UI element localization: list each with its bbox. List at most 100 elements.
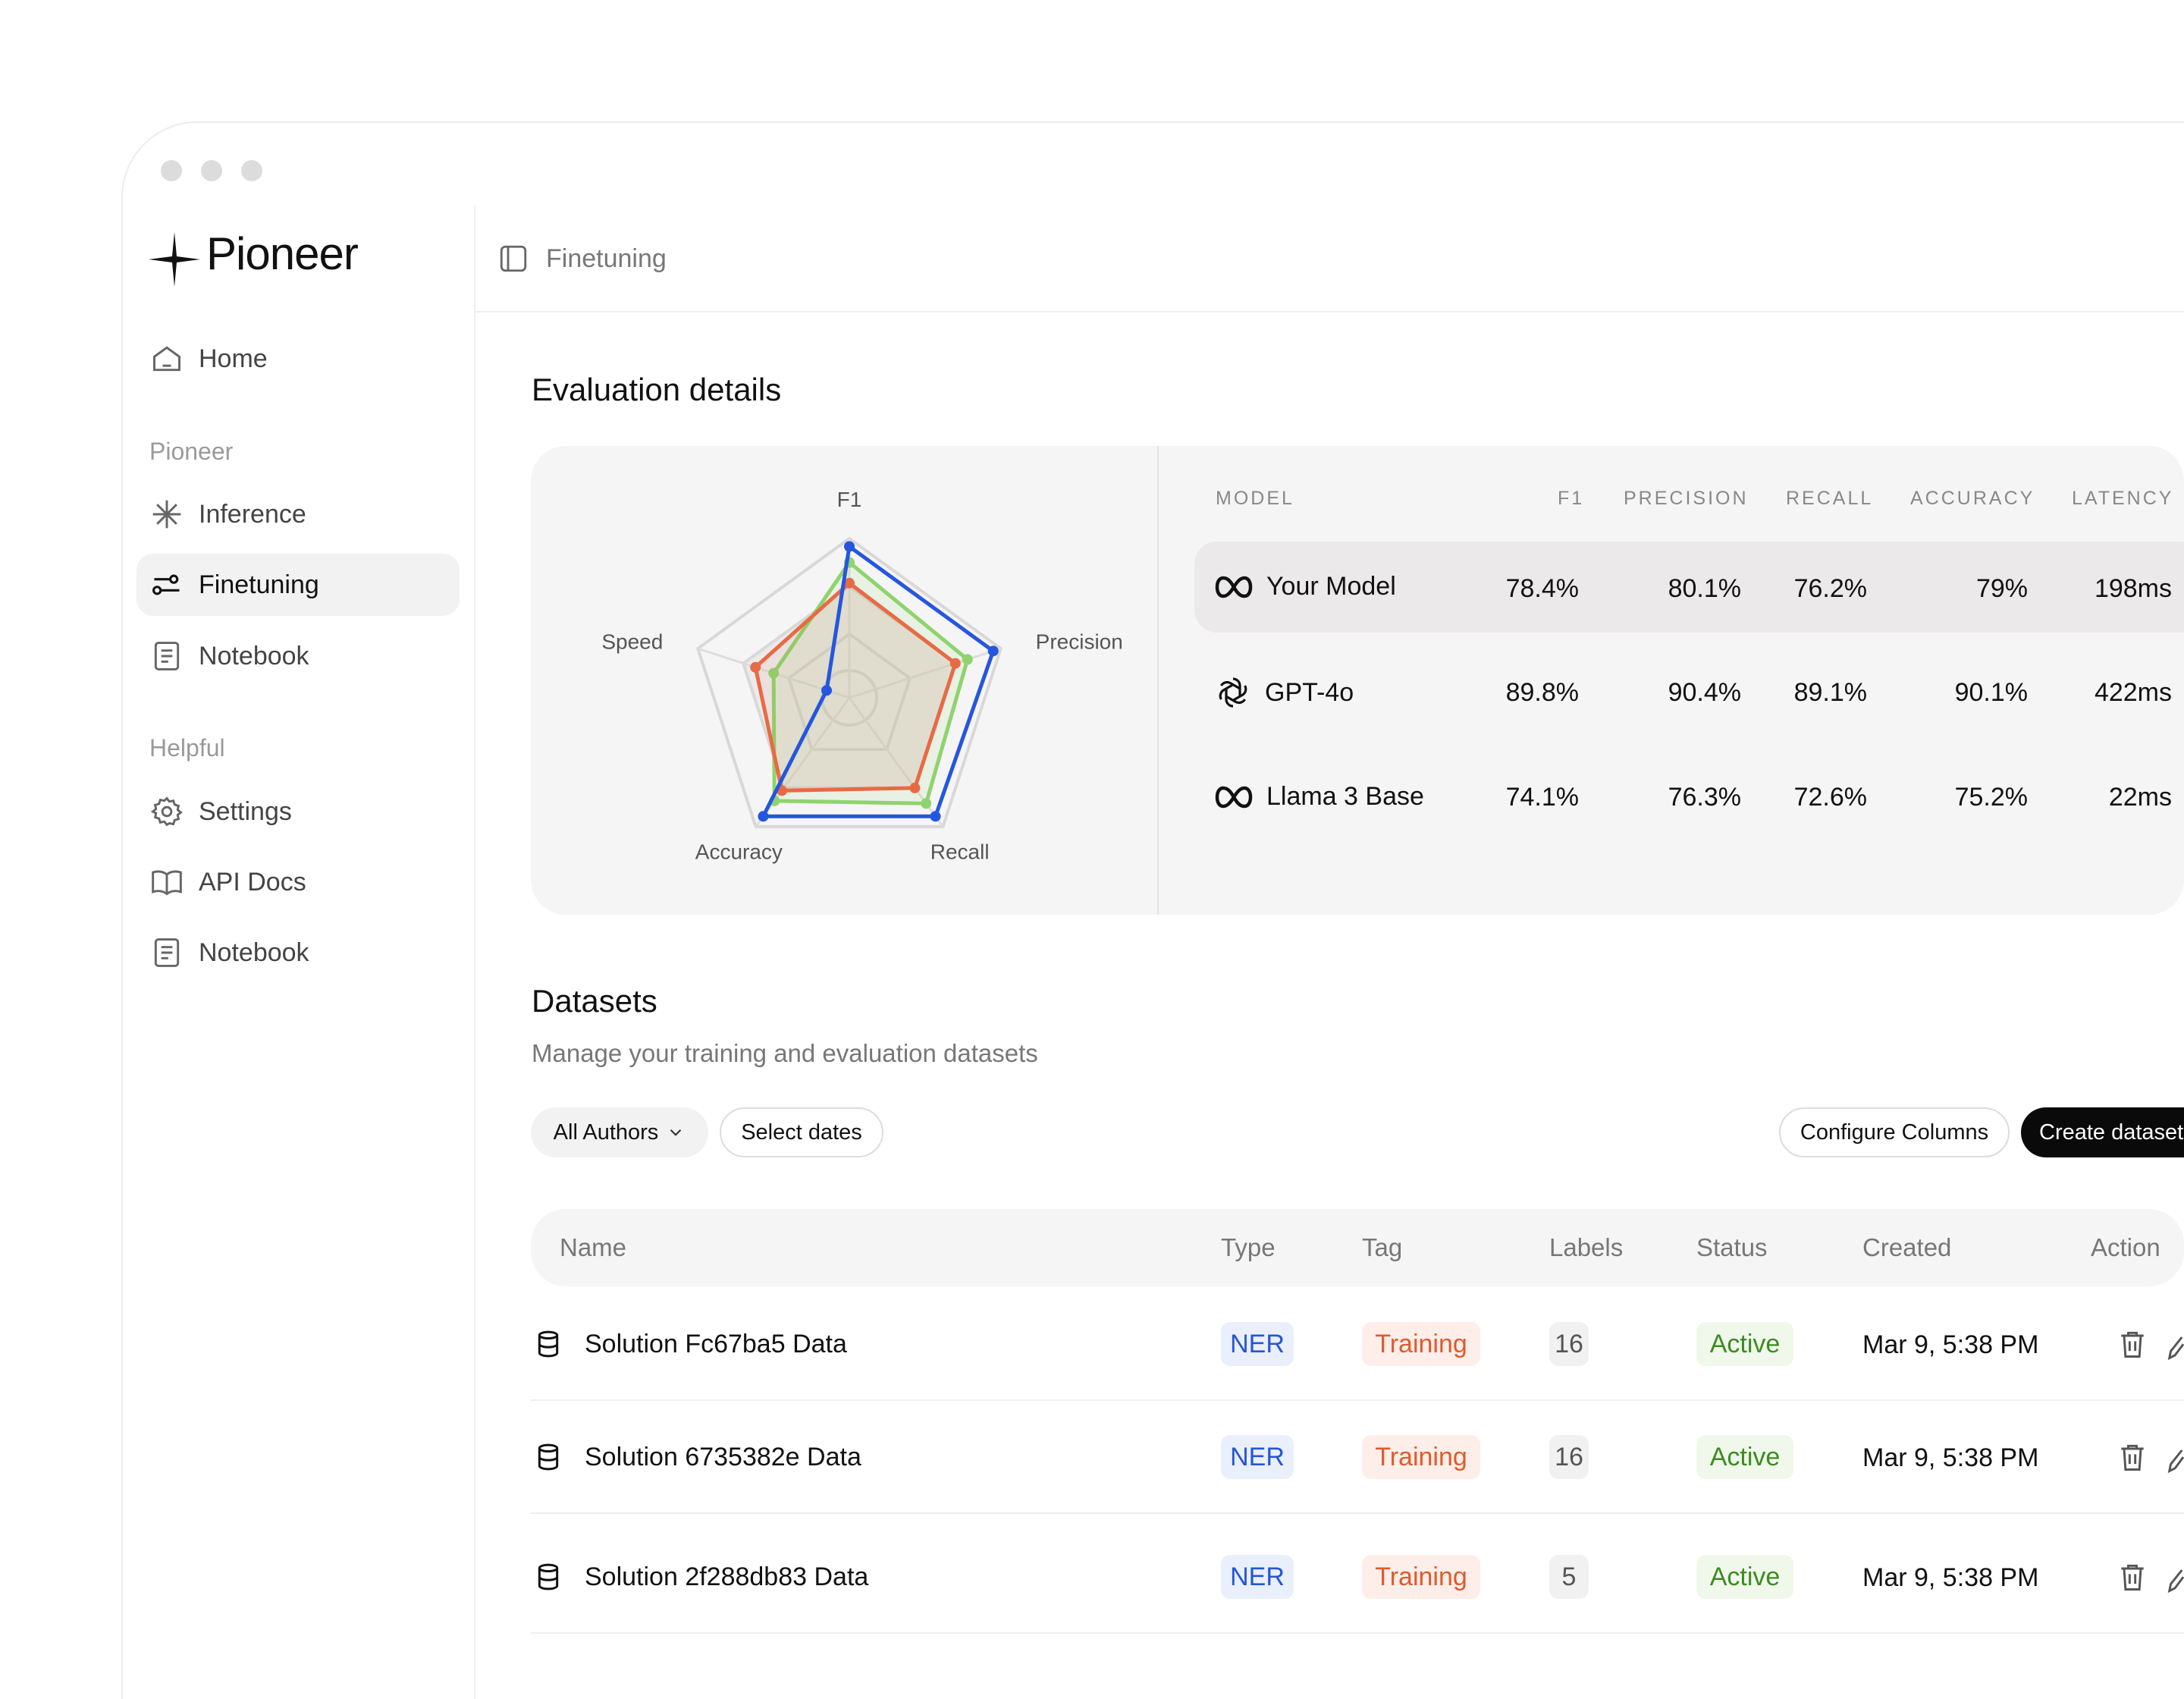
- radar-point-llama: [962, 654, 973, 665]
- radar-point-your_model: [758, 811, 769, 822]
- th-status[interactable]: Status: [1696, 1233, 1768, 1261]
- model-row-llama-3-base[interactable]: Llama 3 Base: [1215, 782, 1424, 812]
- radar-spoke: [849, 647, 1002, 699]
- datasets-table-header: [531, 1209, 2184, 1286]
- sidebar-item-label: Inference: [199, 499, 306, 529]
- row-divider: [531, 1632, 2184, 1634]
- authors-filter[interactable]: All Authors: [531, 1107, 708, 1157]
- pioneer-logo-icon: [149, 232, 200, 290]
- radar-point-llama: [768, 667, 780, 679]
- trash-icon[interactable]: [2116, 1440, 2149, 1474]
- radar-chart: F1 Precision Recall Accuracy Speed: [601, 488, 1123, 863]
- evaluation-title: Evaluation details: [532, 372, 782, 407]
- brand-name: Pioneer: [206, 228, 359, 279]
- database-icon: [538, 1563, 559, 1591]
- labels-count: 16: [1549, 1322, 1589, 1366]
- sidebar-item-notebook-2[interactable]: Notebook: [136, 922, 460, 984]
- col-f1: F1: [1558, 488, 1585, 509]
- tag-badge: Training: [1362, 1555, 1480, 1599]
- radar-ring: [787, 633, 912, 751]
- col-precision: PRECISION: [1624, 488, 1749, 509]
- col-accuracy: ACCURACY: [1910, 488, 2035, 509]
- sidebar-item-label: Notebook: [199, 641, 309, 670]
- sidebar-item-label: Settings: [199, 796, 292, 826]
- breadcrumb-label: Finetuning: [546, 243, 667, 273]
- cell-accuracy: 75.2%: [1954, 783, 2028, 812]
- window-dot-minimize[interactable]: [201, 160, 222, 181]
- radar-point-your_model: [930, 811, 941, 822]
- row-divider: [531, 1512, 2184, 1514]
- type-badge: NER: [1221, 1555, 1294, 1599]
- radar-point-your_model: [987, 645, 999, 657]
- sidebar-section-pioneer: Pioneer: [149, 438, 234, 465]
- th-labels[interactable]: Labels: [1549, 1233, 1624, 1261]
- radar-point-your_model: [844, 541, 855, 552]
- col-model: MODEL: [1216, 488, 1294, 509]
- type-badge: NER: [1221, 1435, 1294, 1479]
- th-type[interactable]: Type: [1221, 1233, 1276, 1261]
- radar-point-gpt4o: [909, 782, 921, 793]
- table-row[interactable]: Solution Fc67ba5 Data: [533, 1329, 847, 1359]
- meta-icon: [1215, 576, 1253, 598]
- cell-latency: 22ms: [2108, 783, 2172, 812]
- cell-accuracy: 90.1%: [1954, 678, 2028, 707]
- cell-f1: 78.4%: [1505, 574, 1579, 603]
- radar-axis-label: Precision: [1036, 630, 1123, 653]
- window-dot-close[interactable]: [161, 160, 182, 181]
- create-dataset-button[interactable]: Create dataset: [2021, 1107, 2184, 1157]
- sidebar-toggle-icon[interactable]: [497, 243, 529, 275]
- sidebar-item-label: Home: [199, 344, 268, 373]
- tag-badge: Training: [1362, 1435, 1480, 1479]
- table-row[interactable]: Solution 6735382e Data: [533, 1442, 861, 1472]
- trash-icon[interactable]: [2116, 1560, 2149, 1594]
- datasets-title: Datasets: [532, 983, 657, 1019]
- radar-axis-label: F1: [837, 488, 862, 511]
- edit-icon[interactable]: [2167, 1329, 2184, 1362]
- table-row[interactable]: Solution 2f288db83 Data: [533, 1562, 868, 1592]
- model-row-gpt-4o[interactable]: GPT-4o: [1215, 674, 1354, 711]
- tag-badge: Training: [1362, 1322, 1480, 1366]
- th-created[interactable]: Created: [1862, 1233, 1952, 1261]
- radar-point-gpt4o: [750, 661, 761, 673]
- col-recall: RECALL: [1786, 488, 1874, 509]
- select-dates-button[interactable]: Select dates: [720, 1107, 883, 1157]
- col-latency: LATENCY: [2072, 488, 2174, 509]
- sidebar-item-settings[interactable]: Settings: [136, 780, 460, 843]
- th-action: Action: [2091, 1233, 2160, 1261]
- sidebar-item-label: API Docs: [199, 867, 306, 897]
- home-icon: [153, 346, 180, 372]
- cell-accuracy: 79%: [1975, 574, 2028, 603]
- cell-latency: 198ms: [2094, 574, 2172, 603]
- radar-point-llama: [921, 798, 932, 809]
- edit-icon[interactable]: [2167, 1442, 2184, 1475]
- book-icon: [152, 870, 182, 896]
- breadcrumb: Finetuning: [497, 243, 667, 275]
- sidebar-item-label: Finetuning: [199, 570, 319, 599]
- model-row-your-model[interactable]: Your Model: [1215, 572, 1396, 601]
- cell-f1: 74.1%: [1505, 783, 1579, 812]
- sliders-icon: [152, 574, 180, 595]
- sidebar-item-notebook[interactable]: Notebook: [136, 625, 460, 687]
- radar-point-gpt4o: [844, 577, 855, 589]
- sidebar-item-finetuning[interactable]: Finetuning: [136, 554, 460, 616]
- notebook-icon: [154, 938, 180, 967]
- sidebar-item-home[interactable]: Home: [136, 328, 460, 390]
- edit-icon[interactable]: [2167, 1562, 2184, 1595]
- sidebar-item-api-docs[interactable]: API Docs: [136, 851, 460, 913]
- notebook-icon: [154, 642, 180, 670]
- sidebar-item-label: Notebook: [199, 937, 309, 967]
- trash-icon[interactable]: [2116, 1327, 2149, 1361]
- evaluation-divider: [1157, 446, 1159, 915]
- model-row-highlight: [1194, 542, 2184, 633]
- database-icon: [538, 1330, 559, 1358]
- sidebar-item-inference[interactable]: Inference: [136, 483, 460, 545]
- header-divider: [475, 311, 2184, 312]
- chevron-down-icon: [670, 1129, 682, 1136]
- created-date: Mar 9, 5:38 PM: [1862, 1563, 2039, 1592]
- window-dot-maximize[interactable]: [241, 160, 262, 181]
- configure-columns-button[interactable]: Configure Columns: [1779, 1107, 2010, 1157]
- th-tag[interactable]: Tag: [1362, 1233, 1403, 1261]
- th-name[interactable]: Name: [560, 1233, 627, 1261]
- status-badge: Active: [1696, 1322, 1793, 1366]
- cell-recall: 89.1%: [1793, 678, 1867, 707]
